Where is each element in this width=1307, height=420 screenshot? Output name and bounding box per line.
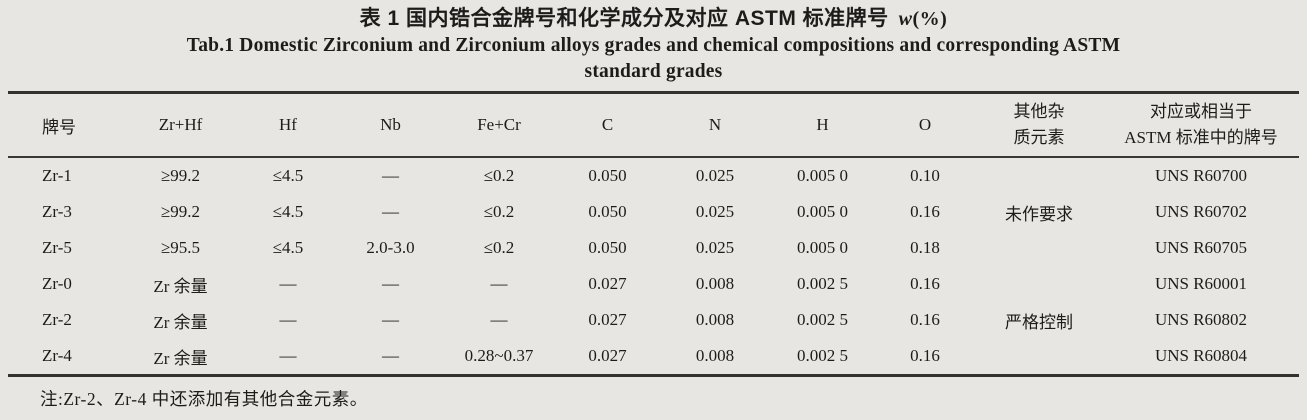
cell-n: 0.025 [695,166,735,185]
cell-hf: ≤4.5 [272,238,304,257]
col-header-astm-grade-line1: 对应或相当于 [1150,102,1252,121]
col-header-astm-grade-line2: ASTM 标准中的牌号 [1124,128,1278,147]
cell-n: 0.008 [695,310,735,329]
cell-hf: — [279,274,297,293]
cell-c: 0.050 [588,166,627,185]
cell-o: 0.16 [910,274,940,293]
cell-c: 0.050 [588,238,627,257]
cell-fe-cr: ≤0.2 [483,166,515,185]
cell-grade: Zr-4 [42,346,72,365]
cell-h: 0.002 5 [797,310,848,329]
cell-zr-hf: ≥99.2 [160,166,201,185]
cell-astm: UNS R60705 [1154,238,1248,257]
composition-table: 牌号 Zr+Hf Hf Nb Fe+Cr C N H O 其他杂 质元素 对应或… [8,91,1299,377]
cell-hf: ≤4.5 [272,202,304,221]
cell-o: 0.10 [910,166,940,185]
cell-fe-cr: 0.28~0.37 [464,346,534,365]
cell-nb: 2.0-3.0 [366,238,415,257]
table-title-chinese-text: 表 1 国内锆合金牌号和化学成分及对应 ASTM 标准牌号 [359,7,889,30]
col-header-fe-cr: Fe+Cr [477,115,521,134]
cell-n: 0.025 [695,202,735,221]
cell-astm: UNS R60802 [1154,310,1248,329]
cell-impurity-group-strictly-controlled: 严格控制 [1005,312,1073,332]
cell-c: 0.027 [588,274,627,293]
col-header-other-impurities: 其他杂 质元素 [975,93,1103,158]
cell-astm: UNS R60001 [1154,274,1248,293]
cell-o: 0.16 [910,310,940,329]
col-header-o: O [918,115,932,134]
cell-zr-hf: Zr 余量 [153,276,208,296]
table-row: Zr-1 ≥99.2 ≤4.5 — ≤0.2 0.050 0.025 0.005… [8,157,1299,224]
cell-zr-hf: Zr 余量 [153,348,208,368]
cell-h: 0.002 5 [797,346,848,365]
cell-h: 0.005 0 [797,202,848,221]
cell-grade: Zr-1 [42,166,72,185]
cell-astm: UNS R60804 [1154,346,1248,365]
cell-fe-cr: — [490,310,508,329]
table-footnote: 注:Zr-2、Zr-4 中还添加有其他合金元素。 [40,389,368,409]
cell-fe-cr: ≤0.2 [483,238,515,257]
cell-n: 0.025 [695,238,735,257]
cell-c: 0.050 [588,202,627,221]
header-row: 牌号 Zr+Hf Hf Nb Fe+Cr C N H O 其他杂 质元素 对应或… [8,93,1299,158]
cell-hf: — [279,310,297,329]
cell-grade: Zr-2 [42,310,72,329]
cell-hf: ≤4.5 [272,166,304,185]
cell-zr-hf: ≥99.2 [160,202,201,221]
table-row: Zr-5 ≥95.5 ≤4.5 2.0-3.0 ≤0.2 0.050 0.025… [8,230,1299,266]
cell-o: 0.16 [910,202,940,221]
cell-astm: UNS R60700 [1154,166,1248,185]
cell-nb: — [382,202,399,221]
cell-hf: — [279,346,297,365]
cell-n: 0.008 [695,346,735,365]
col-header-c: C [601,115,614,134]
table-title-chinese: 表 1 国内锆合金牌号和化学成分及对应 ASTM 标准牌号 w(%) [0,5,1307,33]
cell-h: 0.002 5 [797,274,848,293]
cell-impurity-group-not-required: 未作要求 [1005,204,1073,224]
cell-nb: — [382,166,399,185]
cell-grade: Zr-5 [42,238,72,257]
cell-c: 0.027 [588,310,627,329]
col-header-h: H [816,115,829,134]
cell-nb: — [382,274,399,293]
cell-nb: — [382,310,399,329]
col-header-n: N [708,115,722,134]
mass-fraction-units: (%) [912,8,948,30]
table-row: Zr-3 ≥99.2 ≤4.5 — ≤0.2 0.050 0.025 0.005… [8,194,1299,230]
cell-fe-cr: ≤0.2 [483,202,515,221]
cell-h: 0.005 0 [797,238,848,257]
table-row: Zr-0 Zr 余量 — — — 0.027 0.008 0.002 5 0.1… [8,266,1299,332]
table-row: Zr-2 Zr 余量 — — — 0.027 0.008 0.002 5 0.1… [8,302,1299,338]
cell-nb: — [382,346,399,365]
cell-grade: Zr-0 [42,274,72,293]
table-row: Zr-4 Zr 余量 — — 0.28~0.37 0.027 0.008 0.0… [8,338,1299,376]
cell-o: 0.18 [910,238,940,257]
mass-fraction-symbol: w [898,8,913,30]
col-header-astm-grade: 对应或相当于 ASTM 标准中的牌号 [1103,93,1299,158]
table-title-english-line1: Tab.1 Domestic Zirconium and Zirconium a… [186,35,1121,56]
cell-h: 0.005 0 [797,166,848,185]
col-header-grade: 牌号 [42,117,76,137]
cell-grade: Zr-3 [42,202,72,221]
table-title-english-line2: standard grades [584,61,723,82]
cell-zr-hf: ≥95.5 [160,238,201,257]
col-header-other-impurities-line2: 质元素 [1013,128,1065,147]
cell-zr-hf: Zr 余量 [153,312,208,332]
col-header-nb: Nb [380,115,401,134]
cell-c: 0.027 [588,346,627,365]
col-header-other-impurities-line1: 其他杂 [1013,102,1065,121]
cell-astm: UNS R60702 [1154,202,1248,221]
cell-o: 0.16 [910,346,940,365]
cell-n: 0.008 [695,274,735,293]
cell-fe-cr: — [490,274,508,293]
col-header-zr-hf: Zr+Hf [158,115,203,134]
col-header-hf: Hf [279,115,297,134]
